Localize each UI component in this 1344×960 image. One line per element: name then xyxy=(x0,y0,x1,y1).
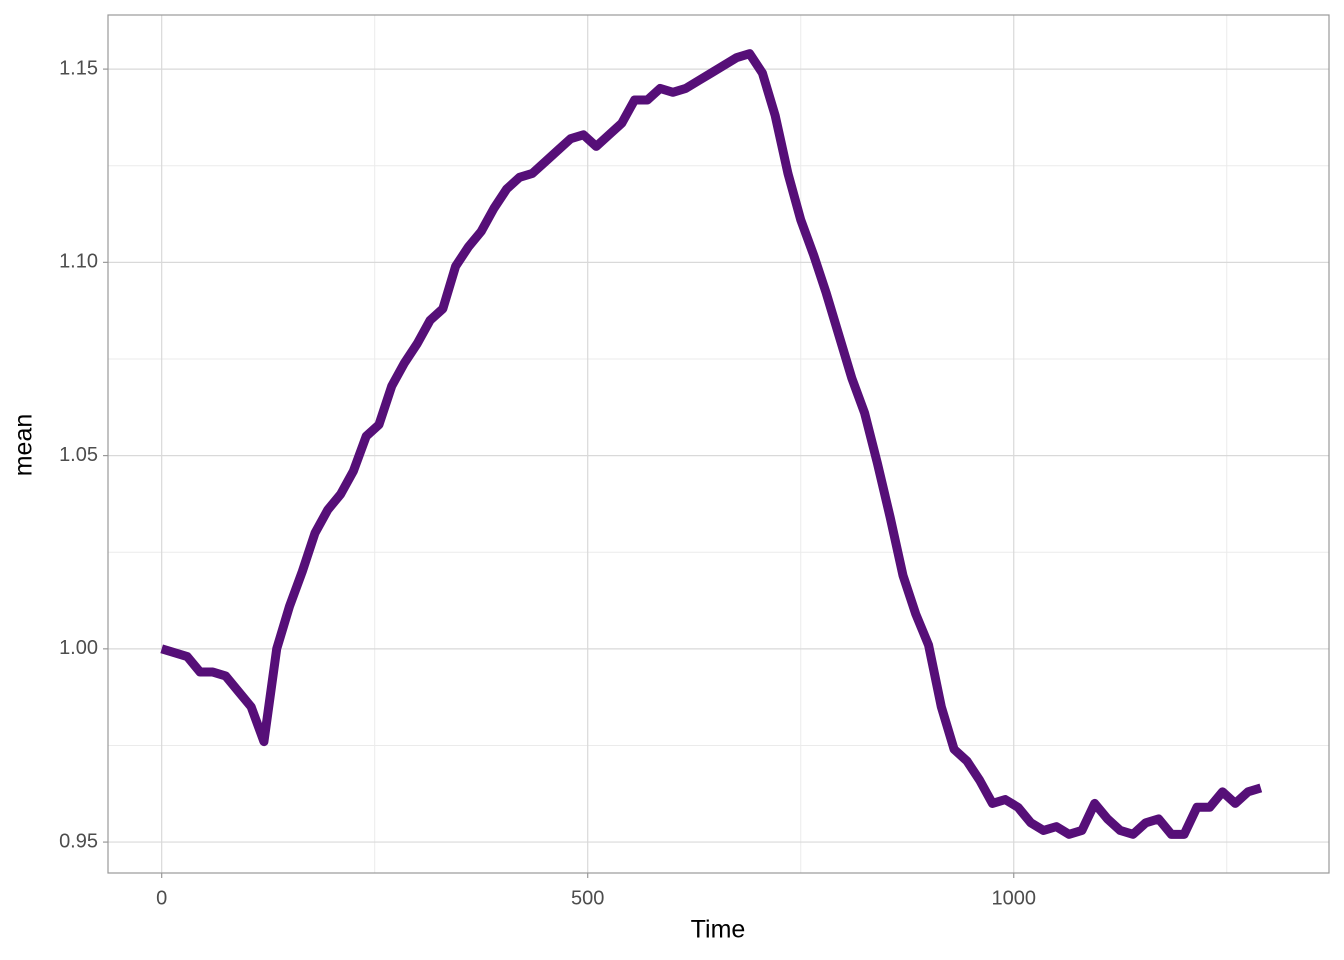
x-axis-title: Time xyxy=(691,916,746,944)
y-tick-label: 1.10 xyxy=(59,251,98,273)
y-tick-label: 1.05 xyxy=(59,444,98,466)
x-tick-label: 500 xyxy=(571,887,604,909)
x-tick-label: 0 xyxy=(156,887,167,909)
line xyxy=(160,49,1263,839)
y-tick-label: 1.15 xyxy=(59,57,98,79)
y-tick-label: 1.00 xyxy=(59,637,98,659)
x-tick-label: 1000 xyxy=(991,887,1036,909)
y-axis-title: mean xyxy=(10,414,38,477)
panel-border xyxy=(107,14,1330,874)
y-tick-label: 0.95 xyxy=(59,830,98,852)
